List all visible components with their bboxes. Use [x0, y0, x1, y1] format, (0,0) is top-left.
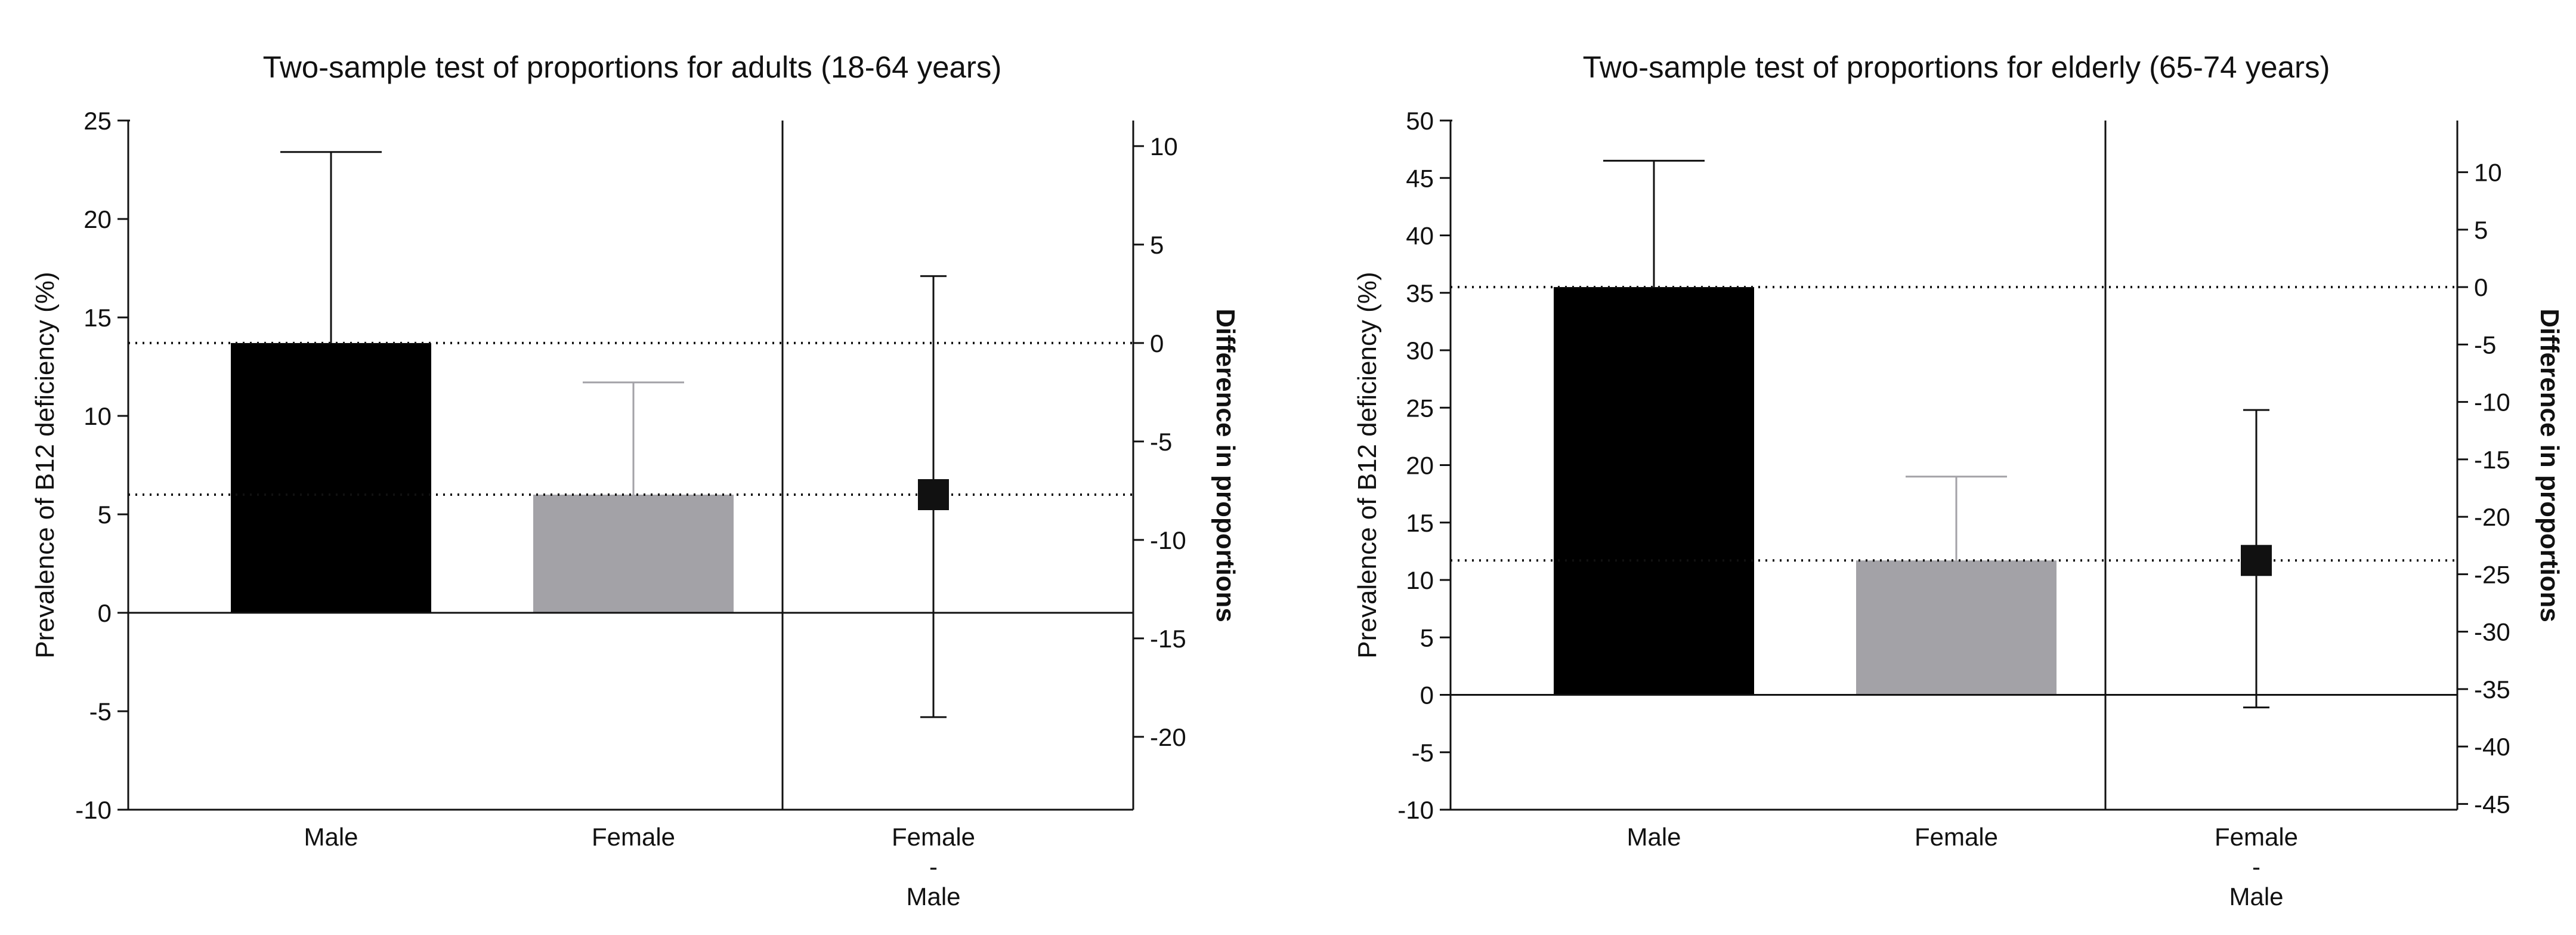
y-tick-label: 5 — [1420, 624, 1434, 652]
y-tick-label: 50 — [1406, 107, 1434, 135]
y2-tick-label: -5 — [1150, 428, 1172, 456]
bar-male — [231, 342, 431, 613]
y2-axis-label: Difference in proportions — [1211, 308, 1240, 622]
difference-category-label: Male — [2229, 882, 2283, 911]
y-tick-label: 15 — [84, 304, 112, 332]
y2-tick-label: -20 — [2474, 503, 2510, 531]
y2-tick-label: 5 — [2474, 216, 2488, 244]
x-category-label: Female — [592, 823, 675, 851]
y-tick-label: 25 — [84, 107, 112, 135]
y-tick-label: 10 — [1406, 566, 1434, 594]
x-category-label: Female — [1915, 823, 1998, 851]
y2-tick-label: -35 — [2474, 675, 2510, 703]
difference-category-label: - — [2252, 853, 2260, 881]
y-tick-label: 15 — [1406, 509, 1434, 537]
y-axis-label: Prevalence of B12 deficiency (%) — [1353, 271, 1382, 658]
y-tick-label: 25 — [1406, 394, 1434, 422]
bar-female — [1856, 560, 2057, 695]
y-tick-label: 0 — [98, 599, 112, 627]
difference-category-label: Male — [906, 882, 960, 911]
chart-title: Two-sample test of proportions for adult… — [263, 50, 1002, 84]
bar-female — [533, 495, 734, 613]
x-category-label: Male — [1626, 823, 1681, 851]
y2-tick-label: -40 — [2474, 733, 2510, 761]
bar-male — [1554, 287, 1754, 695]
y2-tick-label: -10 — [2474, 388, 2510, 416]
difference-estimate-marker — [2241, 545, 2272, 576]
y2-tick-label: 0 — [1150, 329, 1164, 357]
y-tick-label: 45 — [1406, 164, 1434, 192]
y-tick-label: -10 — [75, 796, 112, 824]
y2-tick-label: 10 — [2474, 159, 2502, 187]
y2-tick-label: -5 — [2474, 331, 2496, 359]
y2-tick-label: -30 — [2474, 618, 2510, 646]
y2-tick-label: -25 — [2474, 560, 2510, 588]
y-axis-label: Prevalence of B12 deficiency (%) — [30, 271, 60, 658]
y2-tick-label: -15 — [1150, 625, 1186, 653]
y-tick-label: 35 — [1406, 279, 1434, 307]
y-tick-label: 20 — [84, 205, 112, 233]
y2-tick-label: 5 — [1150, 231, 1164, 259]
y-tick-label: 30 — [1406, 337, 1434, 365]
chart-panel-2: -10-5051015202530354045501050-5-10-15-20… — [1353, 50, 2564, 911]
difference-category-label: Female — [892, 823, 975, 851]
y-tick-label: 5 — [98, 501, 112, 529]
x-category-label: Male — [304, 823, 358, 851]
y-tick-label: 10 — [84, 402, 112, 430]
y2-tick-label: -10 — [1150, 526, 1186, 554]
chart-panel-1: -10 -5 0 5 10 15 20 25 10 5 0 -5 -10 -15 -20 Male Female… — [30, 50, 1240, 911]
difference-estimate-marker — [918, 479, 949, 510]
y-tick-label: 20 — [1406, 452, 1434, 480]
chart-title: Two-sample test of proportions for elder… — [1583, 50, 2330, 84]
y2-tick-label: -45 — [2474, 790, 2510, 818]
y2-tick-label: 0 — [2474, 273, 2488, 301]
difference-category-label: - — [929, 853, 938, 881]
y-tick-label: -10 — [1397, 796, 1434, 824]
y2-tick-label: -15 — [2474, 446, 2510, 474]
y-tick-label: 0 — [1420, 681, 1434, 709]
y-tick-label: -5 — [1412, 739, 1434, 767]
y-tick-label: 40 — [1406, 222, 1434, 250]
y-tick-label: -5 — [89, 698, 112, 726]
difference-category-label: Female — [2215, 823, 2298, 851]
y2-axis-label: Difference in proportions — [2535, 308, 2564, 622]
y2-tick-label: 10 — [1150, 132, 1178, 161]
y2-tick-label: -20 — [1150, 723, 1186, 751]
